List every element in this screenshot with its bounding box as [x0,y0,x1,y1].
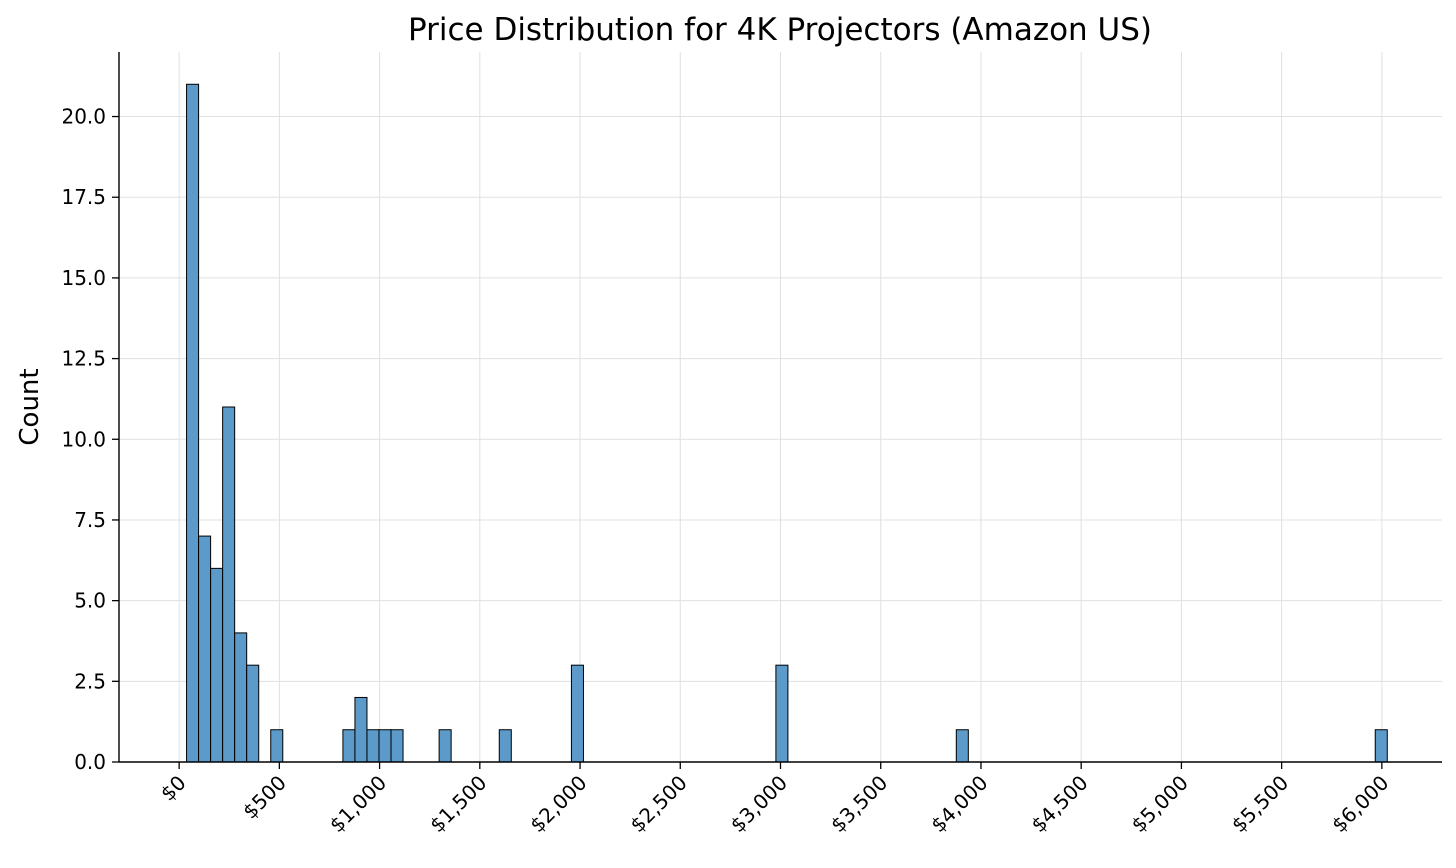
y-axis-ticks: 0.0 2.5 5.0 7.5 10.0 12.5 15.0 17.5 20.0 [61,105,119,774]
y-tick-label: 10.0 [61,427,106,451]
x-tick-label: $4,000 [926,771,992,837]
histogram-bar [210,567,224,763]
histogram-bar [498,729,512,763]
histogram-bar [775,664,789,763]
y-tick-label: 7.5 [74,508,106,532]
histogram-bar [198,535,212,763]
x-tick-label: $3,000 [726,771,792,837]
y-axis-label: Count [15,368,45,445]
grid-lines [119,52,1442,762]
x-tick-label: $500 [238,771,291,824]
x-tick-label: $3,500 [826,771,892,837]
y-tick-label: 17.5 [61,185,106,209]
y-tick-label: 12.5 [61,347,106,371]
x-tick-label: $5,500 [1227,771,1293,837]
histogram-bar [234,632,248,763]
histogram-bar [342,729,356,763]
x-tick-label: $6,000 [1327,771,1393,837]
x-tick-label: $2,000 [525,771,591,837]
y-tick-label: 15.0 [61,266,106,290]
histogram-bar [1374,729,1388,763]
chart-title: Price Distribution for 4K Projectors (Am… [408,12,1152,48]
y-tick-label: 5.0 [74,589,106,613]
histogram-bar [955,729,969,763]
histogram-bar [378,729,392,763]
x-tick-label: $1,000 [325,771,391,837]
histogram-bar [438,729,452,763]
y-tick-label: 2.5 [74,669,106,693]
x-tick-label: $5,000 [1126,771,1192,837]
histogram-bar [246,664,260,763]
x-axis-ticks: $0 $500 $1,000 $1,500 $2,000 $2,500 $3,000 $3,5… [156,762,1393,837]
histogram-bar [186,83,200,763]
y-tick-label: 0.0 [74,750,106,774]
x-tick-label: $2,500 [625,771,691,837]
x-tick-label: $0 [156,771,191,806]
histogram-bar [270,729,284,763]
histogram-bar [366,729,380,763]
y-tick-label: 20.0 [61,105,106,129]
x-tick-label: $1,500 [425,771,491,837]
histogram-bar [390,729,404,763]
histogram-bar [354,696,368,763]
histogram-bar [570,664,584,763]
histogram-bar [222,406,236,763]
bars [186,83,1388,763]
x-tick-label: $4,500 [1026,771,1092,837]
